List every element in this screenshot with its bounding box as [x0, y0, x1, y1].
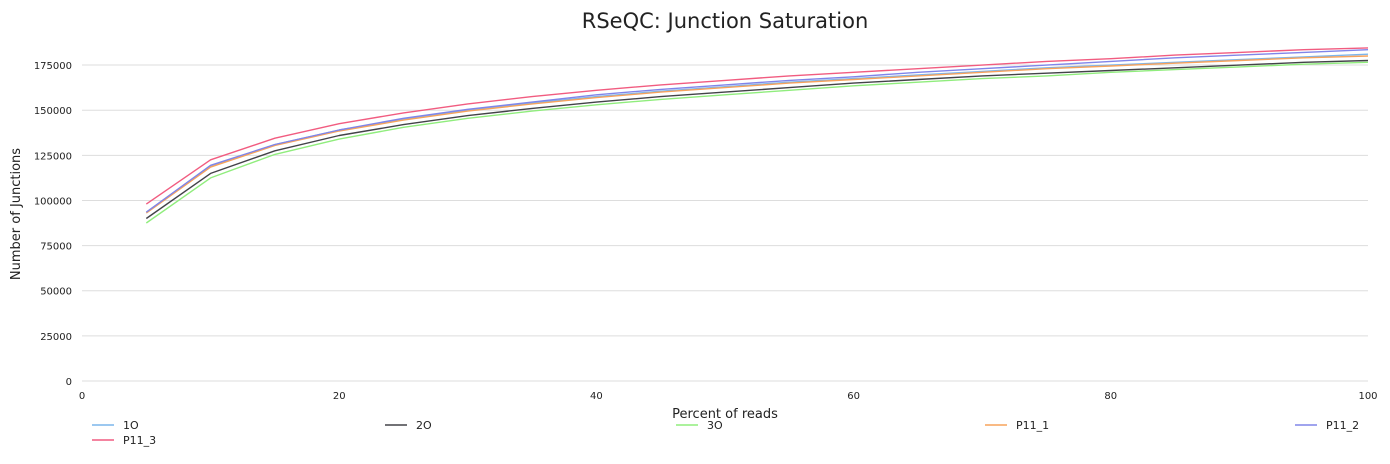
series-line-p11_2	[145, 49, 1369, 213]
series-line-p11_1	[145, 55, 1369, 214]
series-lines	[145, 47, 1369, 224]
series-line-3o	[145, 61, 1369, 224]
legend-label: P11_1	[1016, 419, 1049, 432]
legend-label: 1O	[123, 419, 139, 432]
x-tick-label: 40	[590, 391, 603, 402]
y-tick-label: 100000	[34, 196, 72, 207]
legend-label: P11_3	[123, 434, 156, 447]
y-tick-label: 75000	[40, 242, 72, 253]
series-line-2o	[145, 59, 1369, 220]
series-line-p11_3	[145, 47, 1369, 205]
y-axis-ticks: 0 25000 50000 75000 100000 125000 150000 175000	[34, 61, 72, 388]
legend-item-1o[interactable]: 1O	[92, 419, 139, 432]
x-tick-label: 0	[79, 391, 85, 402]
y-tick-label: 150000	[34, 106, 72, 117]
legend-label: P11_2	[1326, 419, 1359, 432]
x-tick-label: 60	[847, 391, 860, 402]
y-tick-label: 125000	[34, 151, 72, 162]
y-tick-label: 0	[66, 377, 72, 388]
legend-item-p11_1[interactable]: P11_1	[985, 419, 1049, 432]
x-tick-label: 80	[1104, 391, 1117, 402]
legend: 1O 2O 3O P11_1 P11_2 P11_3	[92, 419, 1359, 447]
legend-item-p11_2[interactable]: P11_2	[1295, 419, 1359, 432]
legend-item-3o[interactable]: 3O	[676, 419, 723, 432]
legend-label: 3O	[707, 419, 723, 432]
y-tick-label: 50000	[40, 287, 72, 298]
legend-item-p11_3[interactable]: P11_3	[92, 434, 156, 447]
legend-label: 2O	[416, 419, 432, 432]
grid-lines	[82, 64, 1368, 382]
legend-item-2o[interactable]: 2O	[385, 419, 432, 432]
x-tick-label: 100	[1358, 391, 1377, 402]
x-tick-label: 20	[333, 391, 346, 402]
y-tick-label: 175000	[34, 61, 72, 72]
y-axis-label: Number of Junctions	[9, 148, 24, 280]
y-tick-label: 25000	[40, 332, 72, 343]
x-axis-label: Percent of reads	[672, 407, 778, 422]
chart-title: RSeQC: Junction Saturation	[582, 9, 869, 33]
x-axis-ticks: 0 20 40 60 80 100	[79, 391, 1378, 402]
